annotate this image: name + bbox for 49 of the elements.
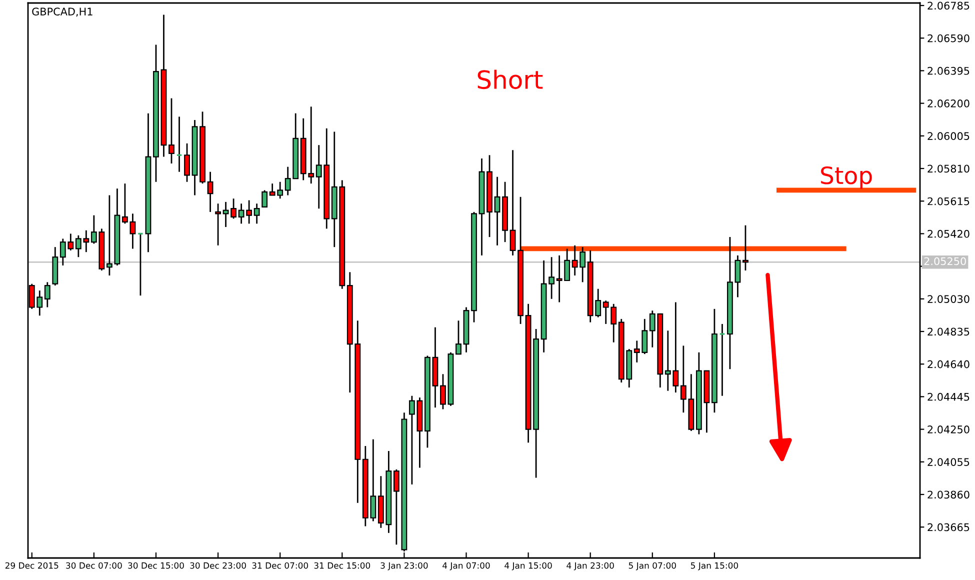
y-tick-label: 2.06395: [928, 66, 970, 75]
candlestick: [168, 98, 174, 164]
x-tick-label: 31 Dec 07:00: [252, 562, 308, 569]
annotation: Short: [478, 70, 543, 90]
candlestick: [44, 281, 50, 308]
x-tick-label: 31 Dec 15:00: [314, 562, 370, 569]
y-tick-label: 2.03665: [928, 523, 970, 532]
x-tick-label: 4 Jan 23:00: [566, 562, 614, 570]
y-tick-label: 2.05420: [928, 230, 970, 238]
y-tick-label: 2.04835: [928, 328, 970, 336]
candlestick: [137, 232, 144, 296]
candlestick: [207, 171, 214, 213]
y-tick-label: 2.04250: [928, 426, 970, 434]
candlestick: [262, 190, 268, 208]
x-tick-label: 30 Dec 15:00: [128, 562, 184, 569]
y-tick-label: 2.05810: [928, 164, 970, 173]
candlestick: [494, 176, 500, 246]
x-tick-label: 5 Jan 07:00: [628, 562, 676, 570]
candlestick: [742, 224, 748, 272]
x-tick-label: 29 Dec 2015: [5, 562, 58, 569]
ref-line-label: 2.05250: [924, 257, 966, 266]
x-tick-label: 30 Dec 23:00: [190, 562, 246, 569]
series-label: Stop: [821, 166, 872, 189]
candlestick: [254, 202, 260, 224]
y-tick-label: 2.03860: [928, 490, 970, 499]
x-tick-label: 4 Jan 07:00: [442, 562, 490, 570]
candlestick: [734, 254, 741, 298]
chart-title: GBPCAD,H1: [32, 8, 92, 17]
y-tick-label: 2.06590: [928, 34, 970, 42]
candlestick: [440, 373, 446, 410]
x-tick-label: 30 Dec 07:00: [66, 562, 122, 569]
y-tick-label: 2.04640: [928, 360, 970, 368]
candlestick: [719, 323, 726, 397]
candlestick: [510, 149, 516, 256]
y-tick-label: 2.06785: [928, 2, 970, 10]
y-tick-label: 2.04445: [928, 392, 970, 401]
y-tick-label: 2.05615: [928, 197, 970, 206]
x-tick-label: 4 Jan 15:00: [504, 562, 552, 570]
candlestick: [122, 182, 128, 224]
x-tick-label: 5 Jan 15:00: [690, 562, 738, 570]
candlestick: [215, 202, 221, 246]
y-tick-label: 2.06005: [928, 132, 970, 140]
candlestick: [184, 142, 190, 183]
x-tick-label: 3 Jan 23:00: [380, 562, 428, 570]
y-tick-label: 2.05030: [928, 295, 970, 303]
y-tick-label: 2.06200: [928, 100, 970, 108]
y-tick-label: 2.04055: [928, 458, 970, 466]
candlestick: [456, 320, 462, 355]
candlestick: [130, 212, 136, 250]
